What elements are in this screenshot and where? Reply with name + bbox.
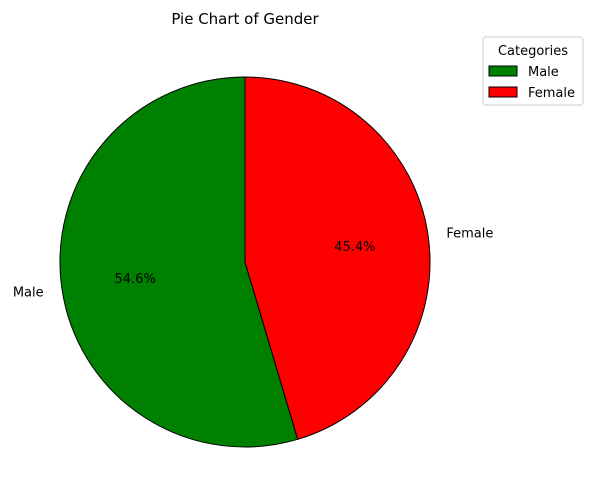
legend-swatch-female (488, 86, 518, 98)
pie-slice-male (59, 76, 299, 448)
legend-swatch-male (488, 65, 518, 77)
percent-label-female: 45.4% (334, 240, 375, 255)
percent-label-male: 54.6% (115, 272, 156, 287)
legend-title: Categories (498, 44, 568, 59)
pie-slice-female (244, 76, 431, 440)
legend-label-male: Male (528, 65, 559, 80)
chart-title: Pie Chart of Gender (171, 10, 319, 28)
legend-items: Male Female (488, 65, 575, 101)
pie-labels: Male 54.6% Female 45.4% (13, 227, 494, 301)
slice-label-female: Female (446, 227, 493, 242)
legend: Categories Male Female (482, 36, 584, 106)
legend-label-female: Female (528, 86, 575, 101)
pie-slices (59, 76, 431, 448)
slice-label-male: Male (13, 285, 44, 300)
